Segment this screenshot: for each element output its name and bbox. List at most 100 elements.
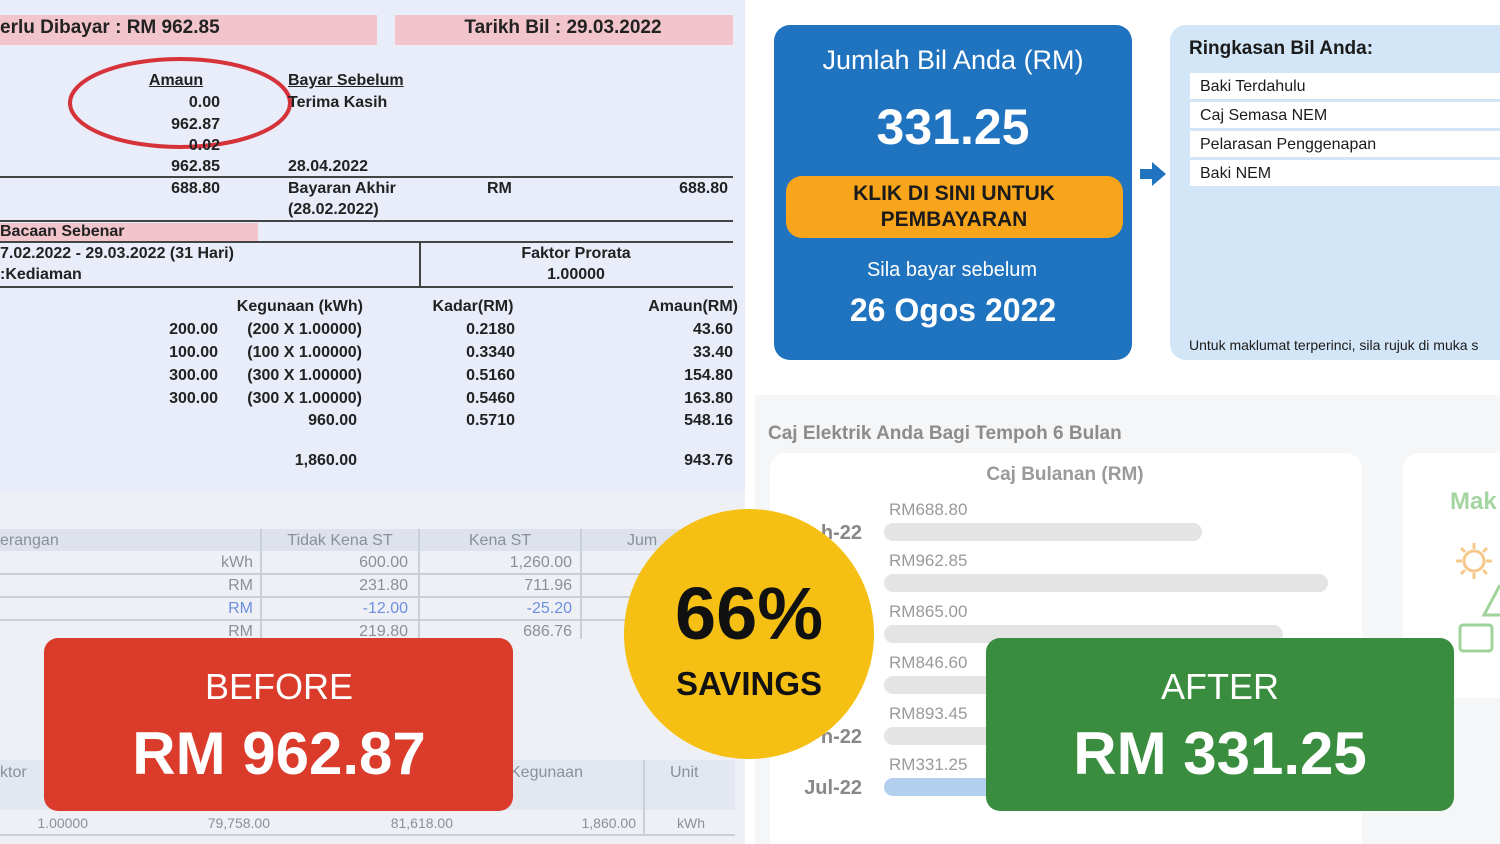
table-cell: RM xyxy=(228,577,253,594)
value-label: RM688.80 xyxy=(889,500,968,519)
table-heading: erangan xyxy=(0,532,59,549)
chart-subtitle: Caj Bulanan (RM) xyxy=(986,464,1144,485)
table-cell: 600.00 xyxy=(359,554,408,571)
usage-cell: 300.00 xyxy=(169,367,218,384)
rule xyxy=(419,241,421,286)
rule xyxy=(418,529,420,639)
bill-card-title: Jumlah Bil Anda (RM) xyxy=(822,45,1084,75)
amount-value: 962.87 xyxy=(171,116,220,133)
category-label: n-22 xyxy=(820,726,862,748)
currency: RM xyxy=(487,180,512,197)
reading-box xyxy=(0,223,258,241)
rule xyxy=(643,760,645,836)
last-payment-amount: 688.80 xyxy=(679,180,728,197)
pay-before: Sila bayar sebelum xyxy=(866,259,1038,281)
column-heading: Bayar Sebelum xyxy=(288,72,404,89)
table-cell: -25.20 xyxy=(526,600,572,617)
summary-item: Pelarasan Penggenapan xyxy=(1200,136,1377,153)
table-cell: -12.00 xyxy=(362,600,408,617)
reading-period: 7.02.2022 - 29.03.2022 (31 Hari) xyxy=(0,245,234,262)
highlight-ellipse xyxy=(68,57,292,149)
usage-cell: 163.80 xyxy=(684,390,733,407)
summary-row xyxy=(1190,102,1500,128)
rule xyxy=(0,834,735,836)
bill-top xyxy=(0,0,745,492)
amount-value: 0.02 xyxy=(188,137,220,154)
usage-cell: (300 X 1.00000) xyxy=(247,367,362,384)
thanks-text: Terima Kasih xyxy=(288,94,388,111)
summary-item: Baki NEM xyxy=(1200,165,1272,182)
usage-heading: Kadar(RM) xyxy=(432,298,514,315)
summary-title: Ringkasan Bil Anda: xyxy=(1189,38,1374,59)
last-payment-label: Bayaran Akhir xyxy=(288,180,396,197)
summary-row xyxy=(1190,131,1500,157)
usage-cell: 100.00 xyxy=(169,344,218,361)
bar xyxy=(884,574,1328,592)
amount-value: 688.80 xyxy=(171,180,220,197)
usage-cell: 0.5710 xyxy=(466,412,515,429)
amount-value: 0.00 xyxy=(188,94,220,111)
rule xyxy=(0,619,745,621)
savings-circle xyxy=(624,509,874,759)
table-heading: Kena ST xyxy=(468,532,532,549)
usage-cell: 960.00 xyxy=(308,412,357,429)
table-cell: RM xyxy=(228,600,253,617)
column-heading: Amaun xyxy=(148,72,204,89)
table-cell: kWh xyxy=(221,554,253,571)
bar xyxy=(884,523,1202,541)
table-cell: 1,860.00 xyxy=(581,815,637,831)
value-label: RM865.00 xyxy=(889,602,968,621)
summary-item: Caj Semasa NEM xyxy=(1200,107,1328,124)
pay-button[interactable] xyxy=(786,176,1123,238)
header-date: Tarikh Bil : 29.03.2022 xyxy=(464,17,662,38)
rule xyxy=(0,596,745,598)
table-cell: RM xyxy=(228,623,253,640)
rule xyxy=(0,286,733,288)
usage-heading: Kegunaan (kWh) xyxy=(236,298,363,315)
table-cell: 1,260.00 xyxy=(509,554,572,571)
usage-cell: 943.76 xyxy=(684,452,733,469)
prorata-value: 1.00000 xyxy=(547,266,605,283)
usage-cell: 0.2180 xyxy=(466,321,515,338)
due-date: 26 Ogos 2022 xyxy=(849,292,1057,328)
rule xyxy=(580,529,582,639)
category-label: h-22 xyxy=(820,522,862,544)
usage-cell: 0.5460 xyxy=(466,390,515,407)
header-box xyxy=(395,15,733,45)
prorata-label: Faktor Prorata xyxy=(521,245,631,262)
value-label: RM331.25 xyxy=(889,755,968,774)
table-cell: kWh xyxy=(677,815,705,831)
usage-cell: 548.16 xyxy=(684,412,733,429)
table-head xyxy=(0,529,745,551)
table-cell: 711.96 xyxy=(524,577,572,594)
usage-cell: 1,860.00 xyxy=(294,452,357,469)
before-label: BEFORE xyxy=(204,666,354,707)
side-card-title: Mak xyxy=(1450,488,1497,515)
summary-item: Baki Terdahulu xyxy=(1200,78,1306,95)
usage-heading: Amaun(RM) xyxy=(648,298,738,315)
last-payment-date: (28.02.2022) xyxy=(288,201,379,218)
category-label: Jul-22 xyxy=(804,777,862,799)
value-label: RM893.45 xyxy=(889,704,968,723)
table-cell: 231.80 xyxy=(359,577,408,594)
savings-label: SAVINGS xyxy=(675,665,823,702)
table-cell: 686.76 xyxy=(523,623,572,640)
amount-value: 962.85 xyxy=(171,158,220,175)
rule xyxy=(260,529,262,639)
table-heading: Tidak Kena ST xyxy=(287,532,393,549)
summary-row xyxy=(1190,160,1500,186)
usage-cell: 300.00 xyxy=(169,390,218,407)
chart-title: Caj Elektrik Anda Bagi Tempoh 6 Bulan xyxy=(768,423,1122,444)
tariff: :Kediaman xyxy=(0,266,82,283)
usage-cell: 154.80 xyxy=(684,367,733,384)
usage-cell: 0.5160 xyxy=(466,367,515,384)
rule xyxy=(0,220,733,222)
table-cell: 219.80 xyxy=(359,623,408,640)
side-icons xyxy=(1456,543,1500,653)
bill-card-amount: 331.25 xyxy=(876,99,1030,155)
after-amount: RM 331.25 xyxy=(1073,720,1367,787)
pay-button-label[interactable]: KLIK DI SINI UNTUK PEMBAYARAN xyxy=(853,182,1055,232)
usage-cell: (100 X 1.00000) xyxy=(247,344,362,361)
savings-percent: 66% xyxy=(674,572,824,655)
